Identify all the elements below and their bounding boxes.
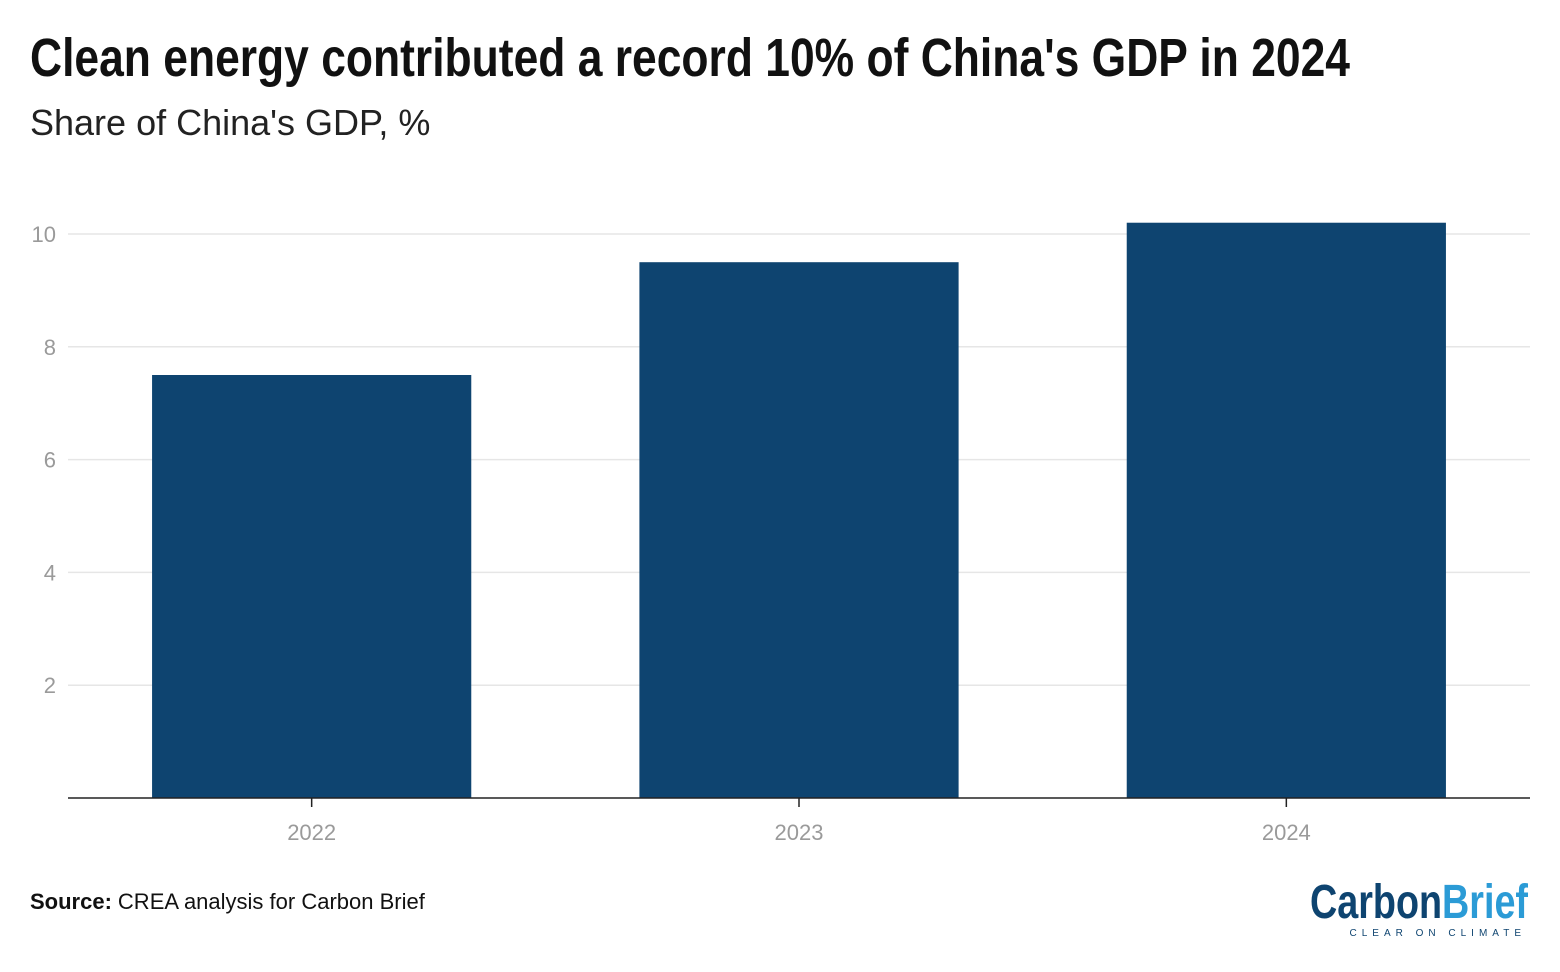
source-text: CREA analysis for Carbon Brief: [118, 889, 426, 914]
y-tick-label: 2: [44, 673, 56, 698]
chart-subtitle: Share of China's GDP, %: [30, 102, 430, 143]
y-tick-label: 6: [44, 448, 56, 473]
source: Source: CREA analysis for Carbon Brief: [30, 889, 426, 914]
bar: [1126, 222, 1446, 799]
logo-part: Brief: [1442, 876, 1529, 929]
bar: [639, 262, 959, 798]
plot-area: 2 4 6 8 10 2022 2023 2024: [32, 222, 1530, 845]
x-tick-label: 2022: [287, 820, 336, 845]
source-label: Source:: [30, 889, 112, 914]
y-tick-label: 10: [32, 222, 56, 247]
x-tick-label: 2024: [1262, 820, 1311, 845]
logo: CarbonBrief: [1310, 876, 1529, 929]
bar: [152, 375, 472, 798]
chart-title: Clean energy contributed a record 10% of…: [30, 28, 1350, 88]
y-tick-label: 8: [44, 335, 56, 360]
x-tick-label: 2023: [775, 820, 824, 845]
logo-tagline: CLEAR ON CLIMATE: [1350, 928, 1527, 939]
y-tick-label: 4: [44, 560, 56, 585]
logo-part: Carbon: [1310, 876, 1442, 929]
